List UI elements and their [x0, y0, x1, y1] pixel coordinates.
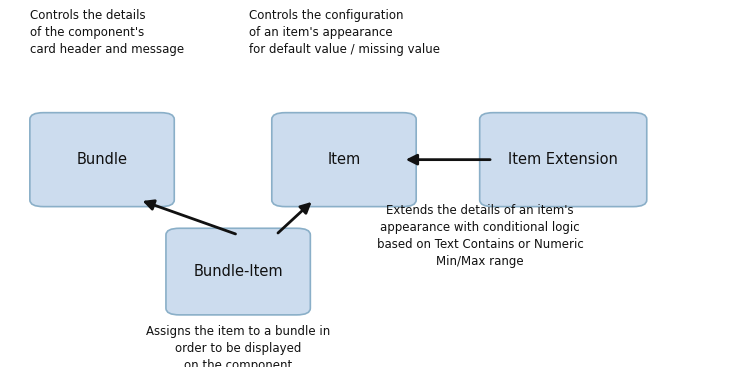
Text: Item Extension: Item Extension: [508, 152, 618, 167]
Text: Bundle: Bundle: [76, 152, 128, 167]
Text: Extends the details of an item's
appearance with conditional logic
based on Text: Extends the details of an item's appeara…: [376, 204, 584, 268]
Text: Item: Item: [327, 152, 361, 167]
FancyBboxPatch shape: [30, 113, 174, 207]
FancyBboxPatch shape: [479, 113, 646, 207]
Text: Bundle-Item: Bundle-Item: [194, 264, 283, 279]
Text: Assigns the item to a bundle in
order to be displayed
on the component: Assigns the item to a bundle in order to…: [146, 325, 330, 367]
Text: Controls the configuration
of an item's appearance
for default value / missing v: Controls the configuration of an item's …: [249, 9, 441, 56]
FancyBboxPatch shape: [166, 228, 310, 315]
FancyBboxPatch shape: [271, 113, 416, 207]
Text: Controls the details
of the component's
card header and message: Controls the details of the component's …: [30, 9, 184, 56]
